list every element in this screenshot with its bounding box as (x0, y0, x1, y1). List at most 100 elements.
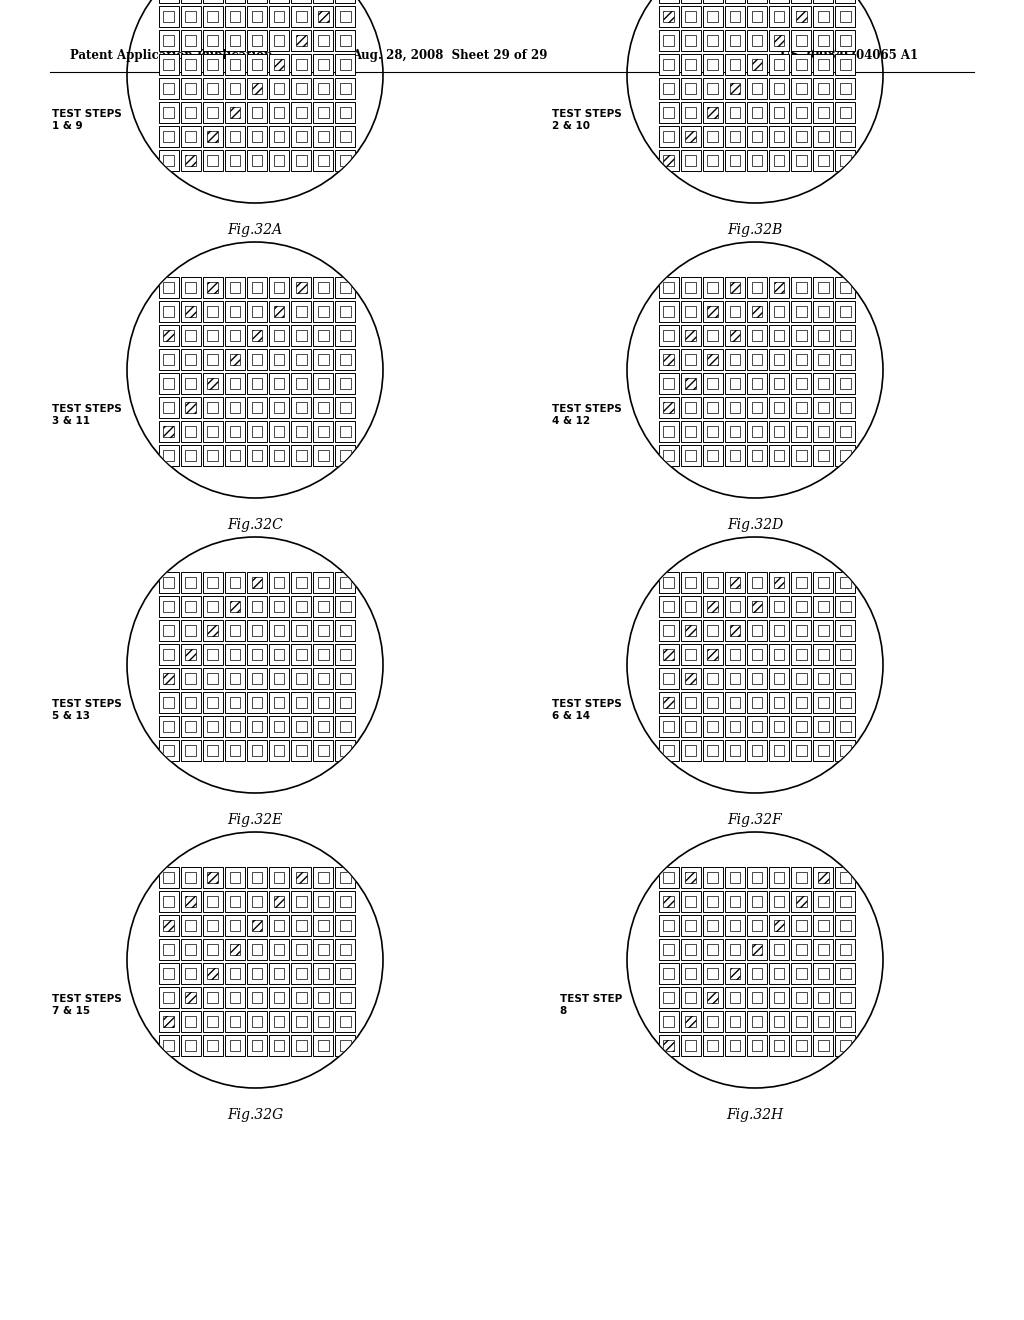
Bar (840, 744, 851, 756)
Bar (773, 577, 784, 589)
Bar (708, 1040, 718, 1051)
Bar (796, 744, 807, 756)
Bar (840, 11, 851, 22)
Bar (273, 672, 285, 684)
Bar (752, 58, 763, 70)
Bar (703, 325, 723, 346)
Bar (164, 920, 174, 932)
Bar (681, 1011, 700, 1032)
Bar (340, 425, 350, 437)
Bar (296, 281, 306, 293)
Bar (708, 354, 718, 366)
Bar (769, 644, 788, 665)
Bar (769, 301, 788, 322)
Bar (703, 915, 723, 936)
Bar (725, 644, 744, 665)
Bar (813, 30, 833, 51)
Bar (203, 150, 222, 172)
Bar (769, 987, 788, 1008)
Bar (336, 668, 355, 689)
Bar (685, 34, 696, 46)
Bar (252, 895, 262, 907)
Bar (336, 692, 355, 713)
Bar (769, 939, 788, 960)
Bar (203, 692, 222, 713)
Bar (818, 107, 828, 119)
Bar (813, 277, 833, 298)
Bar (659, 715, 679, 737)
Bar (752, 1015, 763, 1027)
Bar (317, 58, 329, 70)
Bar (659, 962, 679, 983)
Bar (725, 54, 744, 75)
Bar (229, 721, 241, 733)
Bar (181, 620, 201, 642)
Bar (659, 301, 679, 322)
Bar (317, 944, 329, 956)
Bar (273, 11, 285, 22)
Bar (159, 1011, 178, 1032)
Bar (792, 30, 811, 51)
Bar (269, 78, 289, 99)
Bar (708, 401, 718, 413)
Bar (748, 277, 767, 298)
Bar (336, 348, 355, 370)
Bar (818, 1015, 828, 1027)
Bar (296, 1015, 306, 1027)
Bar (703, 5, 723, 26)
Text: US 2008/0204065 A1: US 2008/0204065 A1 (780, 49, 919, 62)
Bar (247, 1035, 266, 1056)
Text: TEST STEPS
6 & 14: TEST STEPS 6 & 14 (552, 700, 622, 721)
Bar (725, 939, 744, 960)
Bar (208, 920, 218, 932)
Bar (181, 644, 201, 665)
Bar (748, 915, 767, 936)
Bar (185, 305, 197, 317)
Bar (796, 11, 807, 22)
Bar (752, 871, 763, 883)
Bar (813, 962, 833, 983)
Bar (773, 354, 784, 366)
Bar (164, 425, 174, 437)
Bar (269, 348, 289, 370)
Bar (813, 397, 833, 418)
Bar (208, 577, 218, 589)
Bar (273, 1015, 285, 1027)
Bar (664, 34, 674, 46)
Bar (336, 572, 355, 593)
Bar (269, 867, 289, 888)
Bar (813, 620, 833, 642)
Bar (773, 991, 784, 1003)
Bar (729, 721, 740, 733)
Text: Fig.32H: Fig.32H (726, 1107, 783, 1122)
Text: Fig.32E: Fig.32E (227, 813, 283, 828)
Bar (247, 325, 266, 346)
Bar (252, 601, 262, 612)
Bar (292, 1035, 310, 1056)
Bar (164, 281, 174, 293)
Bar (208, 305, 218, 317)
Bar (664, 721, 674, 733)
Bar (708, 378, 718, 389)
Bar (181, 102, 201, 123)
Bar (729, 601, 740, 612)
Bar (708, 697, 718, 709)
Bar (813, 741, 833, 762)
Bar (685, 401, 696, 413)
Bar (818, 744, 828, 756)
Bar (317, 920, 329, 932)
Bar (836, 150, 855, 172)
Bar (818, 281, 828, 293)
Bar (840, 131, 851, 143)
Bar (252, 401, 262, 413)
Bar (836, 867, 855, 888)
Bar (336, 867, 355, 888)
Bar (203, 102, 222, 123)
Bar (796, 107, 807, 119)
Bar (336, 325, 355, 346)
Bar (725, 301, 744, 322)
Bar (729, 920, 740, 932)
Bar (247, 891, 266, 912)
Bar (247, 372, 266, 393)
Bar (185, 11, 197, 22)
